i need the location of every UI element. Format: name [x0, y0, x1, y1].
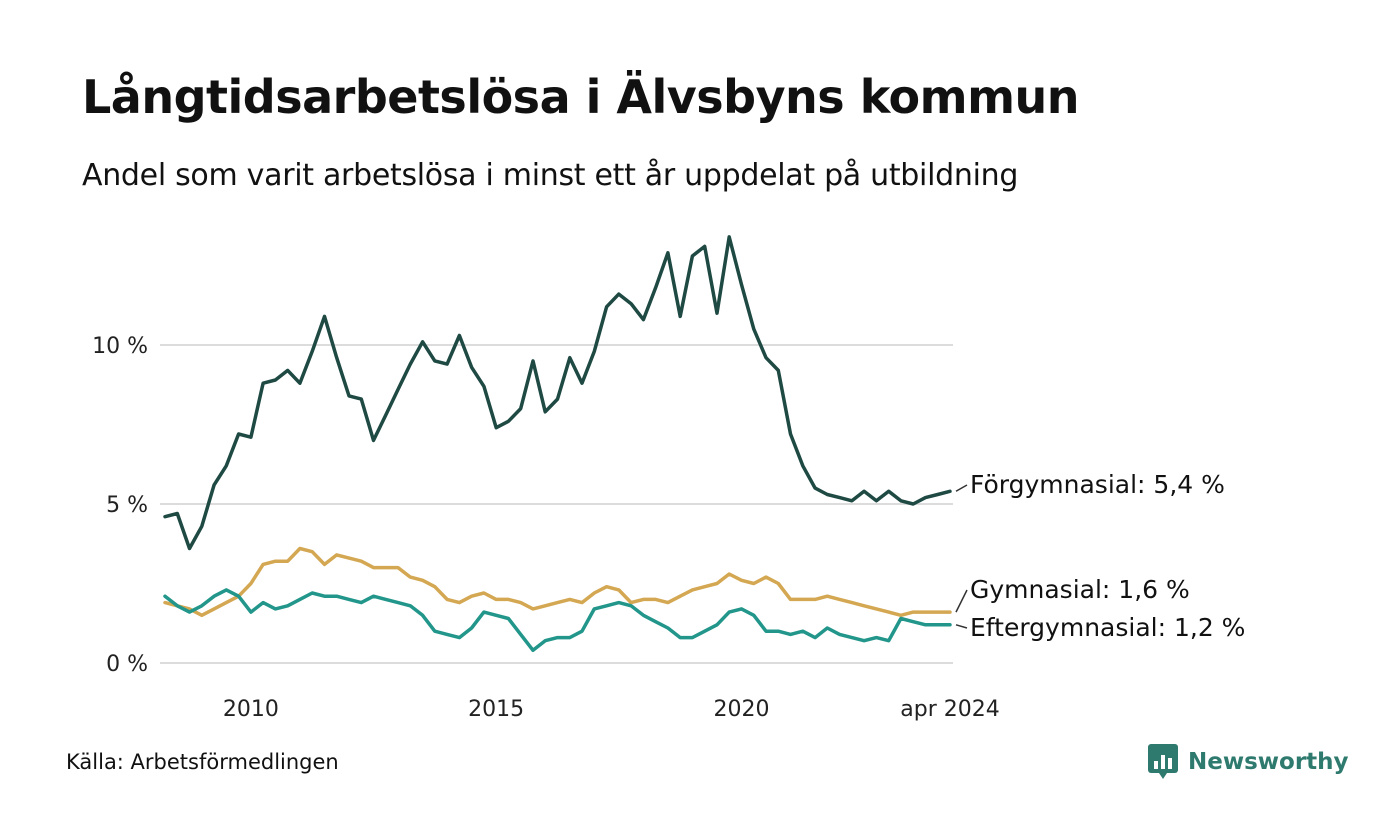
label-connector	[955, 624, 968, 629]
chart-subtitle: Andel som varit arbetslösa i minst ett å…	[82, 158, 1019, 193]
brand-name: Newsworthy	[1188, 749, 1349, 775]
series-line-eftergymnasial	[163, 588, 952, 653]
brand-logo: Newsworthy	[1148, 744, 1349, 780]
chart-title: Långtidsarbetslösa i Älvsbyns kommun	[82, 70, 1080, 124]
source-note: Källa: Arbetsförmedlingen	[66, 750, 339, 774]
series-line-gymnasial	[163, 546, 952, 618]
grid-lines	[160, 344, 953, 664]
y-tick-label: 0 %	[106, 652, 148, 677]
label-connector	[955, 589, 968, 613]
y-axis-ticks: 0 % 5 % 10 %	[92, 334, 148, 677]
x-tick-label: 2020	[713, 697, 769, 722]
y-tick-label: 10 %	[92, 334, 148, 359]
series-labels: Förgymnasial: 5,4 % Gymnasial: 1,6 % Efter…	[955, 470, 1245, 642]
label-connector	[955, 484, 968, 492]
y-tick-label: 5 %	[106, 493, 148, 518]
newsworthy-logo-icon	[1148, 744, 1178, 779]
series-label-eftergymnasial: Eftergymnasial: 1,2 %	[970, 613, 1245, 642]
x-axis-ticks: 2010 2015 2020 apr 2024	[223, 697, 1000, 722]
x-tick-label: apr 2024	[900, 697, 999, 722]
x-tick-label: 2015	[468, 697, 524, 722]
series-label-gymnasial: Gymnasial: 1,6 %	[970, 575, 1190, 604]
x-tick-label: 2010	[223, 697, 279, 722]
series-lines	[163, 235, 952, 653]
series-line-förgymnasial	[163, 235, 952, 551]
series-label-förgymnasial: Förgymnasial: 5,4 %	[970, 470, 1225, 499]
